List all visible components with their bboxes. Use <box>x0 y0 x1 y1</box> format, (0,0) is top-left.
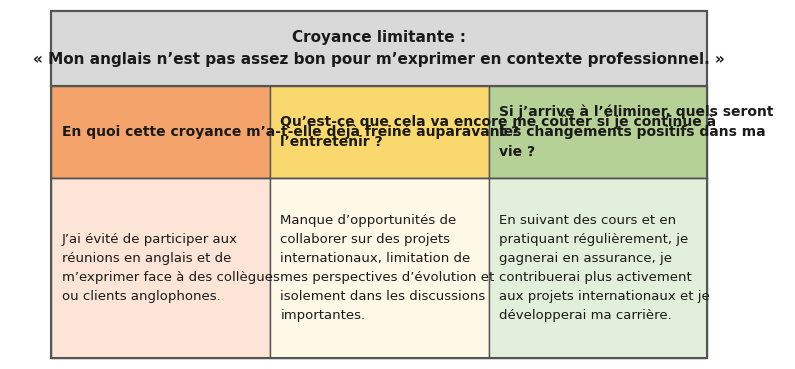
Text: Manque d’opportunités de
collaborer sur des projets
internationaux, limitation d: Manque d’opportunités de collaborer sur … <box>281 214 494 322</box>
Bar <box>270 177 489 358</box>
Bar <box>52 86 270 177</box>
Text: Qu’est-ce que cela va encore me coûter si je continue à l’entretenir ?: Qu’est-ce que cela va encore me coûter s… <box>281 114 716 149</box>
Bar <box>52 11 707 86</box>
Text: Croyance limitante :
« Mon anglais n’est pas assez bon pour m’exprimer en contex: Croyance limitante : « Mon anglais n’est… <box>33 30 725 67</box>
Text: En suivant des cours et en
pratiquant régulièrement, je
gagnerai en assurance, j: En suivant des cours et en pratiquant ré… <box>498 214 710 322</box>
Text: J’ai évité de participer aux
réunions en anglais et de
m’exprimer face à des col: J’ai évité de participer aux réunions en… <box>62 233 280 303</box>
Bar <box>52 177 270 358</box>
Text: En quoi cette croyance m’a-t-elle déjà freiné auparavant ?: En quoi cette croyance m’a-t-elle déjà f… <box>62 124 519 139</box>
Bar <box>489 177 707 358</box>
Bar <box>489 86 707 177</box>
Text: Si j’arrive à l’éliminer, quels seront les changements positifs dans ma vie ?: Si j’arrive à l’éliminer, quels seront l… <box>498 104 774 159</box>
Bar <box>270 86 489 177</box>
